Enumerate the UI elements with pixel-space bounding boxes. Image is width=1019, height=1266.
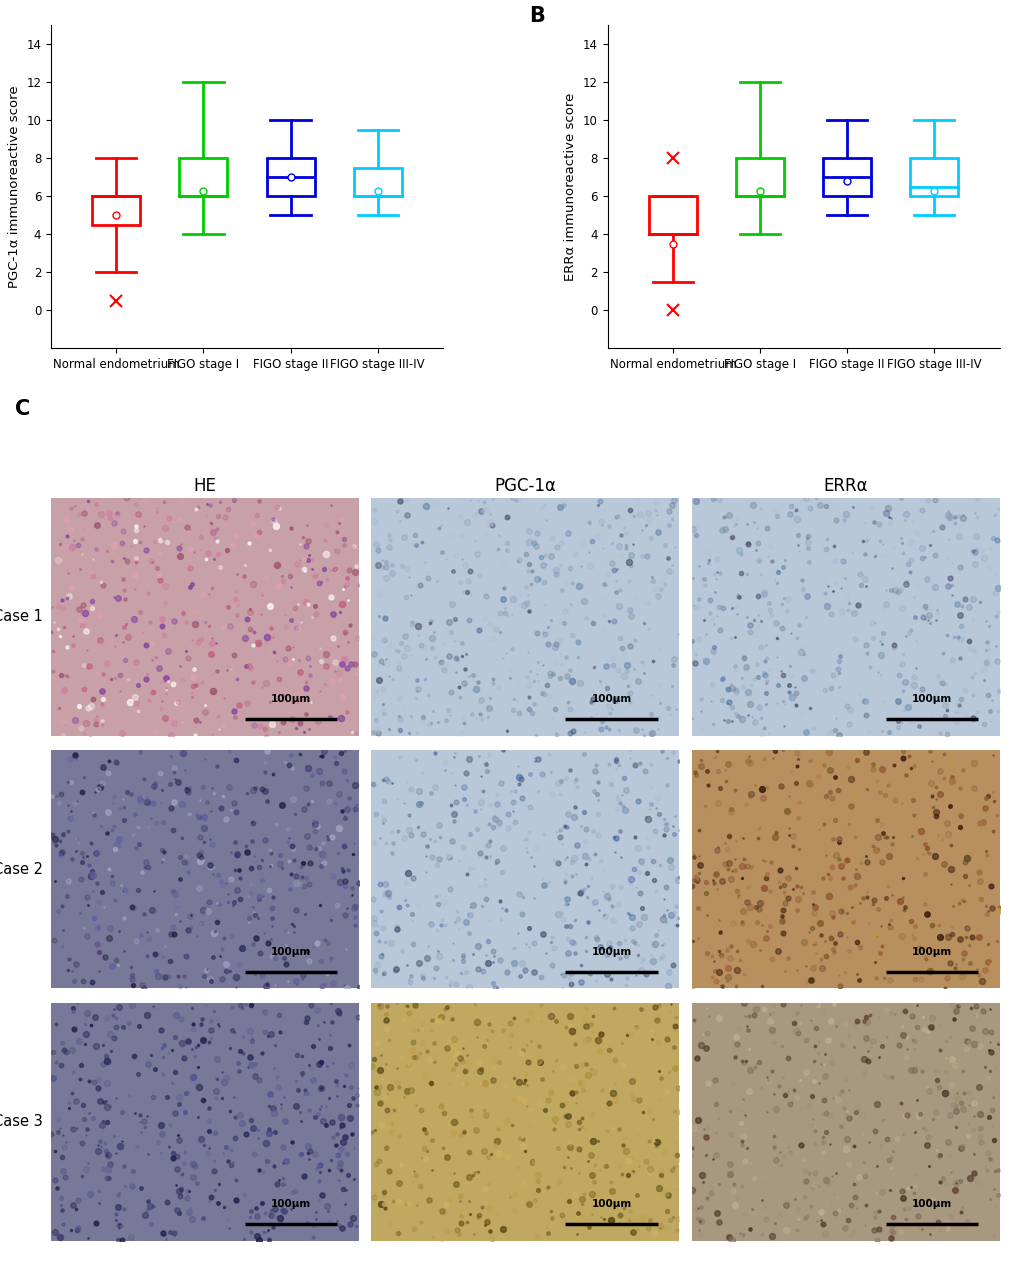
Text: 100μm: 100μm (911, 695, 951, 704)
Bar (179, 158, 227, 196)
Text: 100μm: 100μm (591, 1199, 631, 1209)
Bar (354, 168, 401, 196)
Text: C: C (15, 399, 31, 419)
Bar (93, 196, 141, 225)
Text: 100μm: 100μm (911, 1199, 951, 1209)
Y-axis label: Case 2: Case 2 (0, 862, 43, 876)
Y-axis label: ERRα immunoreactive score: ERRα immunoreactive score (564, 92, 577, 281)
Bar (822, 158, 870, 196)
Text: 100μm: 100μm (271, 947, 311, 957)
Text: 100μm: 100μm (591, 695, 631, 704)
Text: B: B (529, 6, 544, 25)
Text: 100μm: 100μm (271, 695, 311, 704)
Y-axis label: PGC-1α immunoreactive score: PGC-1α immunoreactive score (8, 86, 20, 289)
Bar (648, 196, 696, 234)
Text: 100μm: 100μm (911, 947, 951, 957)
Y-axis label: Case 3: Case 3 (0, 1114, 43, 1129)
Bar (266, 158, 314, 196)
Text: 100μm: 100μm (591, 947, 631, 957)
Bar (909, 158, 957, 196)
Title: ERRα: ERRα (822, 477, 867, 495)
Title: PGC-1α: PGC-1α (494, 477, 555, 495)
Text: 100μm: 100μm (271, 1199, 311, 1209)
Title: HE: HE (194, 477, 216, 495)
Bar (736, 158, 784, 196)
Y-axis label: Case 1: Case 1 (0, 609, 43, 624)
